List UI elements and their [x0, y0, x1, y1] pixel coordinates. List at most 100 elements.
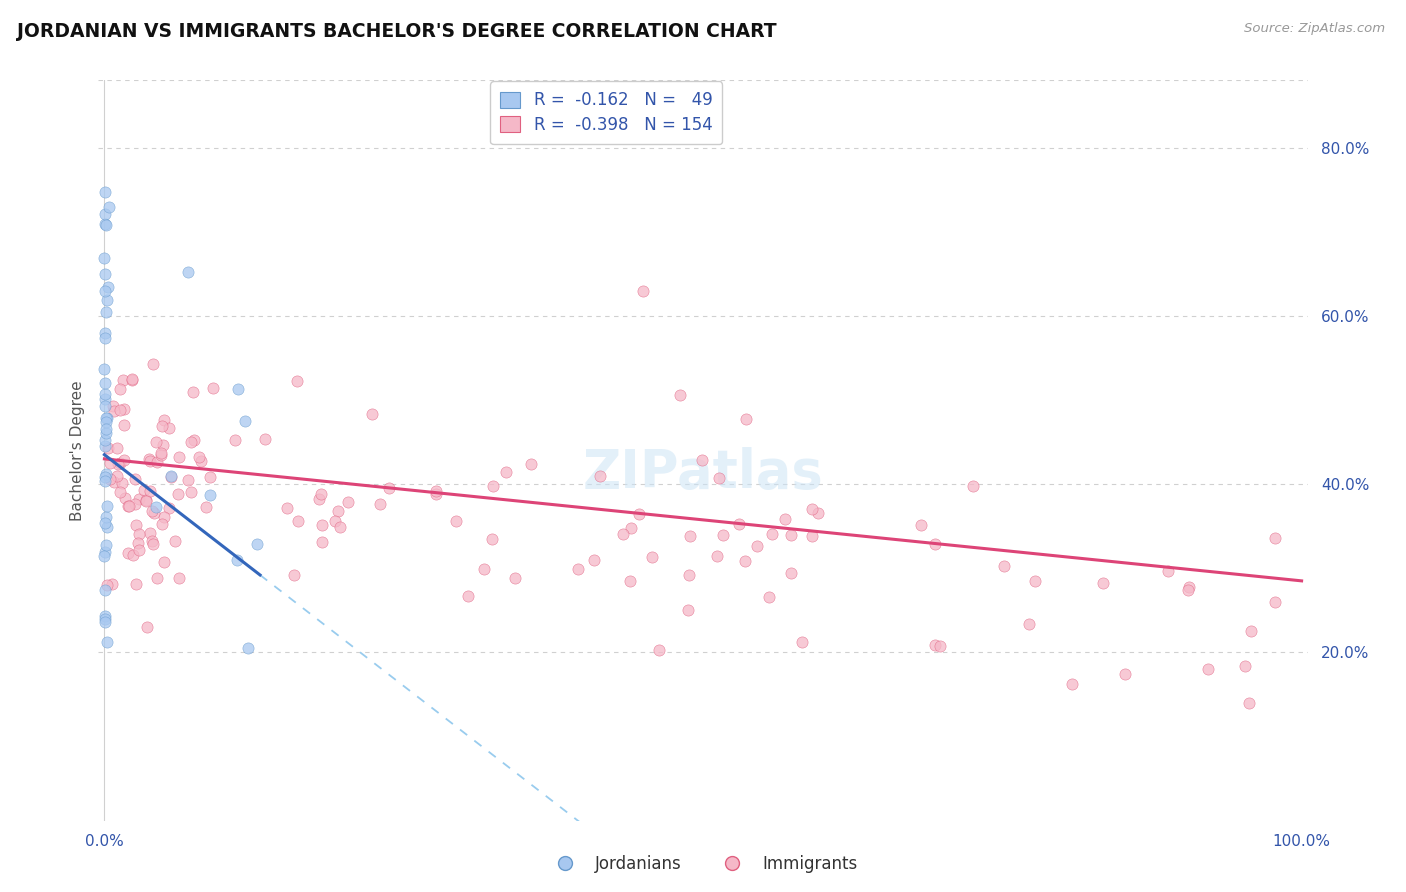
Point [328, 504, 350, 518]
Point [283, 567, 305, 582]
Point [107, 457, 129, 471]
Point [780, 566, 803, 581]
Point [117, 499, 139, 513]
Point [121, 371, 143, 385]
Point [368, 497, 391, 511]
Point [157, 500, 180, 515]
Point [141, 534, 163, 549]
Point [93, 612, 115, 626]
Point [96, 520, 118, 534]
Point [96, 421, 118, 435]
Point [150, 448, 173, 462]
Point [169, 571, 191, 585]
Point [962, 479, 984, 493]
Point [165, 534, 187, 549]
Point [233, 415, 256, 429]
Point [94, 582, 117, 597]
Point [94, 410, 117, 425]
Point [94, 207, 117, 221]
Point [93, 549, 115, 563]
Point [801, 502, 824, 516]
Point [311, 518, 333, 533]
Point [117, 546, 139, 560]
Point [758, 591, 780, 605]
Point [481, 533, 503, 547]
Point [96, 499, 118, 513]
Point [138, 484, 160, 499]
Point [152, 510, 174, 524]
Point [111, 373, 134, 387]
Point [226, 382, 249, 396]
Point [112, 402, 135, 417]
Point [93, 251, 115, 265]
Point [128, 542, 150, 557]
Point [180, 435, 202, 450]
Point [1157, 564, 1180, 578]
Point [183, 434, 205, 448]
Point [1178, 580, 1201, 594]
Point [152, 413, 174, 427]
Point [167, 487, 190, 501]
Y-axis label: Bachelor's Degree: Bachelor's Degree [69, 380, 84, 521]
Point [745, 539, 768, 553]
Point [790, 634, 813, 648]
Point [246, 537, 269, 551]
Point [711, 528, 734, 542]
Point [679, 528, 702, 542]
Point [118, 499, 141, 513]
Point [181, 385, 204, 400]
Point [1024, 574, 1046, 588]
Point [149, 446, 172, 460]
Point [128, 492, 150, 507]
Point [1264, 532, 1286, 546]
Text: Source: ZipAtlas.com: Source: ZipAtlas.com [1244, 22, 1385, 36]
Point [94, 305, 117, 319]
Point [690, 453, 713, 467]
Point [1177, 582, 1199, 597]
Point [425, 487, 447, 501]
Point [93, 470, 115, 484]
Point [929, 639, 952, 653]
Point [94, 615, 117, 629]
Point [94, 467, 117, 481]
Point [619, 521, 641, 535]
Point [94, 433, 117, 447]
Point [96, 411, 118, 425]
Point [285, 374, 308, 388]
Point [93, 399, 115, 413]
Point [103, 475, 125, 490]
Point [105, 441, 128, 455]
Point [311, 535, 333, 549]
Point [311, 487, 333, 501]
Text: JORDANIAN VS IMMIGRANTS BACHELOR'S DEGREE CORRELATION CHART: JORDANIAN VS IMMIGRANTS BACHELOR'S DEGRE… [17, 22, 776, 41]
Point [150, 419, 173, 434]
Point [1237, 697, 1260, 711]
Point [225, 553, 247, 567]
Point [444, 514, 467, 528]
Point [1264, 595, 1286, 609]
Point [707, 471, 730, 485]
Point [96, 577, 118, 591]
Point [114, 491, 136, 505]
Point [779, 527, 801, 541]
Point [108, 484, 131, 499]
Point [276, 501, 298, 516]
Point [93, 362, 115, 376]
Point [775, 512, 797, 526]
Point [98, 456, 121, 470]
Point [124, 497, 146, 511]
Point [520, 457, 543, 471]
Point [924, 537, 946, 551]
Point [103, 404, 125, 418]
Point [139, 454, 162, 468]
Point [94, 284, 117, 298]
Point [96, 218, 118, 232]
Point [94, 474, 117, 488]
Point [190, 454, 212, 468]
Point [378, 481, 401, 495]
Point [236, 641, 259, 656]
Text: ZIPatlas: ZIPatlas [582, 447, 824, 499]
Point [108, 403, 131, 417]
Point [97, 280, 120, 294]
Point [159, 469, 181, 483]
